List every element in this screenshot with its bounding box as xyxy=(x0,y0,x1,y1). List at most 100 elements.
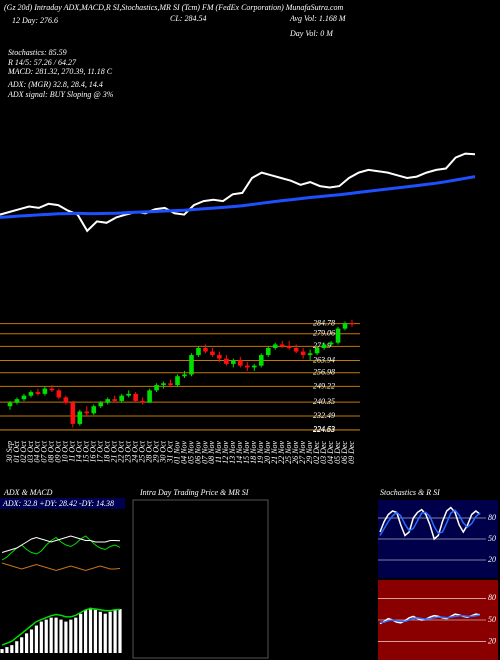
candle-body xyxy=(56,390,62,398)
candle-body xyxy=(300,351,306,356)
candle-body xyxy=(140,400,145,403)
x-tick-label: 07 Oct xyxy=(40,440,49,462)
y-tick-label: 284.78 xyxy=(313,319,335,328)
x-tick-label: 15 Oct xyxy=(82,440,91,462)
macd-bar xyxy=(29,629,34,653)
candle-body xyxy=(119,395,124,401)
macd-bar xyxy=(44,619,48,653)
x-tick-label: 03 Oct xyxy=(26,440,35,462)
close-line xyxy=(0,152,476,233)
candle-body xyxy=(105,399,111,403)
header-text: Stochastics: 85.59 xyxy=(8,48,67,57)
macd-bar xyxy=(103,613,107,653)
y-tick-label: 80 xyxy=(488,513,496,522)
candle-body xyxy=(314,348,320,354)
x-tick-label: 01 Oct xyxy=(12,440,21,462)
panel-title: ADX & MACD xyxy=(3,488,53,497)
y-tick-label: 20 xyxy=(488,636,496,645)
candle-body xyxy=(203,348,208,352)
indicator-line xyxy=(379,509,481,536)
x-tick-label: 04 Dec xyxy=(326,441,335,464)
y-tick-label: 232.49 xyxy=(313,411,335,420)
candle-body xyxy=(98,402,104,407)
x-tick-label: 06 Dec xyxy=(340,441,349,464)
header-text: (Gz 20d) Intraday ADX,MACD,R SI,Stochast… xyxy=(4,3,344,12)
x-tick-label: 29 Oct xyxy=(151,440,160,462)
panel-title: Stochastics & R SI xyxy=(380,488,440,497)
x-tick-label: 17 Oct xyxy=(96,440,105,462)
candle-body xyxy=(272,344,278,348)
macd-bar xyxy=(0,649,4,653)
x-tick-label: 09 Dec xyxy=(347,441,356,464)
x-tick-label: 14 Oct xyxy=(75,440,84,462)
indicator-line xyxy=(1,562,121,572)
x-tick-label: 08 Oct xyxy=(47,440,56,462)
x-tick-label: 25 Oct xyxy=(137,440,146,462)
y-tick-label: 224.53 xyxy=(313,425,335,434)
candle-body xyxy=(265,348,271,356)
header-text: ADX signal: BUY Sloping @ 3% xyxy=(7,90,114,99)
panel-title: Intra Day Trading Price & MR SI xyxy=(139,488,249,497)
x-tick-label: 14 Nov xyxy=(235,441,244,464)
x-tick-label: 04 Oct xyxy=(33,440,42,462)
candle-body xyxy=(154,385,159,391)
macd-bar xyxy=(74,617,78,653)
header-text: Avg Vol: 1.168 M xyxy=(289,14,347,23)
x-tick-label: 15 Nov xyxy=(242,441,251,464)
candle-body xyxy=(112,399,117,401)
x-tick-label: 09 Oct xyxy=(54,440,63,462)
indicator-line xyxy=(380,614,481,623)
x-tick-label: 08 Nov xyxy=(207,441,216,464)
x-tick-label: 27 Nov xyxy=(298,441,307,464)
candle-body xyxy=(161,383,166,386)
macd-bar xyxy=(15,641,19,653)
x-tick-label: 12 Nov xyxy=(221,441,230,464)
macd-bar xyxy=(118,609,122,653)
candle-body xyxy=(335,328,341,343)
candle-body xyxy=(224,358,229,364)
x-tick-label: 18 Oct xyxy=(103,440,112,462)
candle-body xyxy=(279,344,285,347)
header-text: MACD: 281.32, 270.39, 11.18 C xyxy=(7,67,113,76)
macd-bar xyxy=(98,611,102,653)
x-tick-label: 30 Oct xyxy=(158,440,167,463)
candle-body xyxy=(258,355,264,366)
candle-body xyxy=(14,399,20,403)
x-tick-label: 24 Oct xyxy=(130,440,139,462)
x-tick-label: 03 Dec xyxy=(319,441,328,464)
macd-bar xyxy=(20,637,24,653)
x-tick-label: 28 Oct xyxy=(144,440,153,462)
macd-bar xyxy=(93,609,98,653)
x-tick-label: 05 Dec xyxy=(333,441,342,464)
macd-bar xyxy=(24,633,29,653)
y-tick-label: 240.35 xyxy=(313,397,335,406)
y-tick-label: 249.22 xyxy=(313,381,335,390)
macd-bar xyxy=(49,617,53,653)
macd-bar xyxy=(79,613,83,653)
candle-body xyxy=(217,355,222,359)
y-tick-label: 50 xyxy=(488,534,496,543)
x-tick-label: 10 Oct xyxy=(61,440,70,462)
candle-body xyxy=(21,395,27,400)
candle-body xyxy=(231,360,236,364)
x-tick-label: 16 Oct xyxy=(89,440,98,462)
macd-bar xyxy=(10,645,14,653)
header-text: CL: 284.54 xyxy=(170,14,206,23)
x-tick-label: 22 Nov xyxy=(277,441,286,464)
stats-band xyxy=(0,498,125,509)
candle-body xyxy=(182,374,187,377)
candle-body xyxy=(28,392,34,396)
candle-body xyxy=(286,346,292,348)
macd-bar xyxy=(88,607,93,653)
x-tick-label: 29 Nov xyxy=(305,441,314,464)
indicator-line xyxy=(1,535,121,553)
x-tick-label: 20 Nov xyxy=(263,441,272,464)
intraday-box xyxy=(132,499,269,659)
y-tick-label: 80 xyxy=(488,593,496,602)
header-text: ADX: (MGR) 32.8, 28.4, 14.4 xyxy=(7,80,103,89)
x-tick-label: 31 Oct xyxy=(165,440,174,463)
x-tick-label: 19 Nov xyxy=(256,441,265,464)
x-tick-label: 05 Nov xyxy=(186,441,195,464)
macd-bar xyxy=(39,621,43,653)
